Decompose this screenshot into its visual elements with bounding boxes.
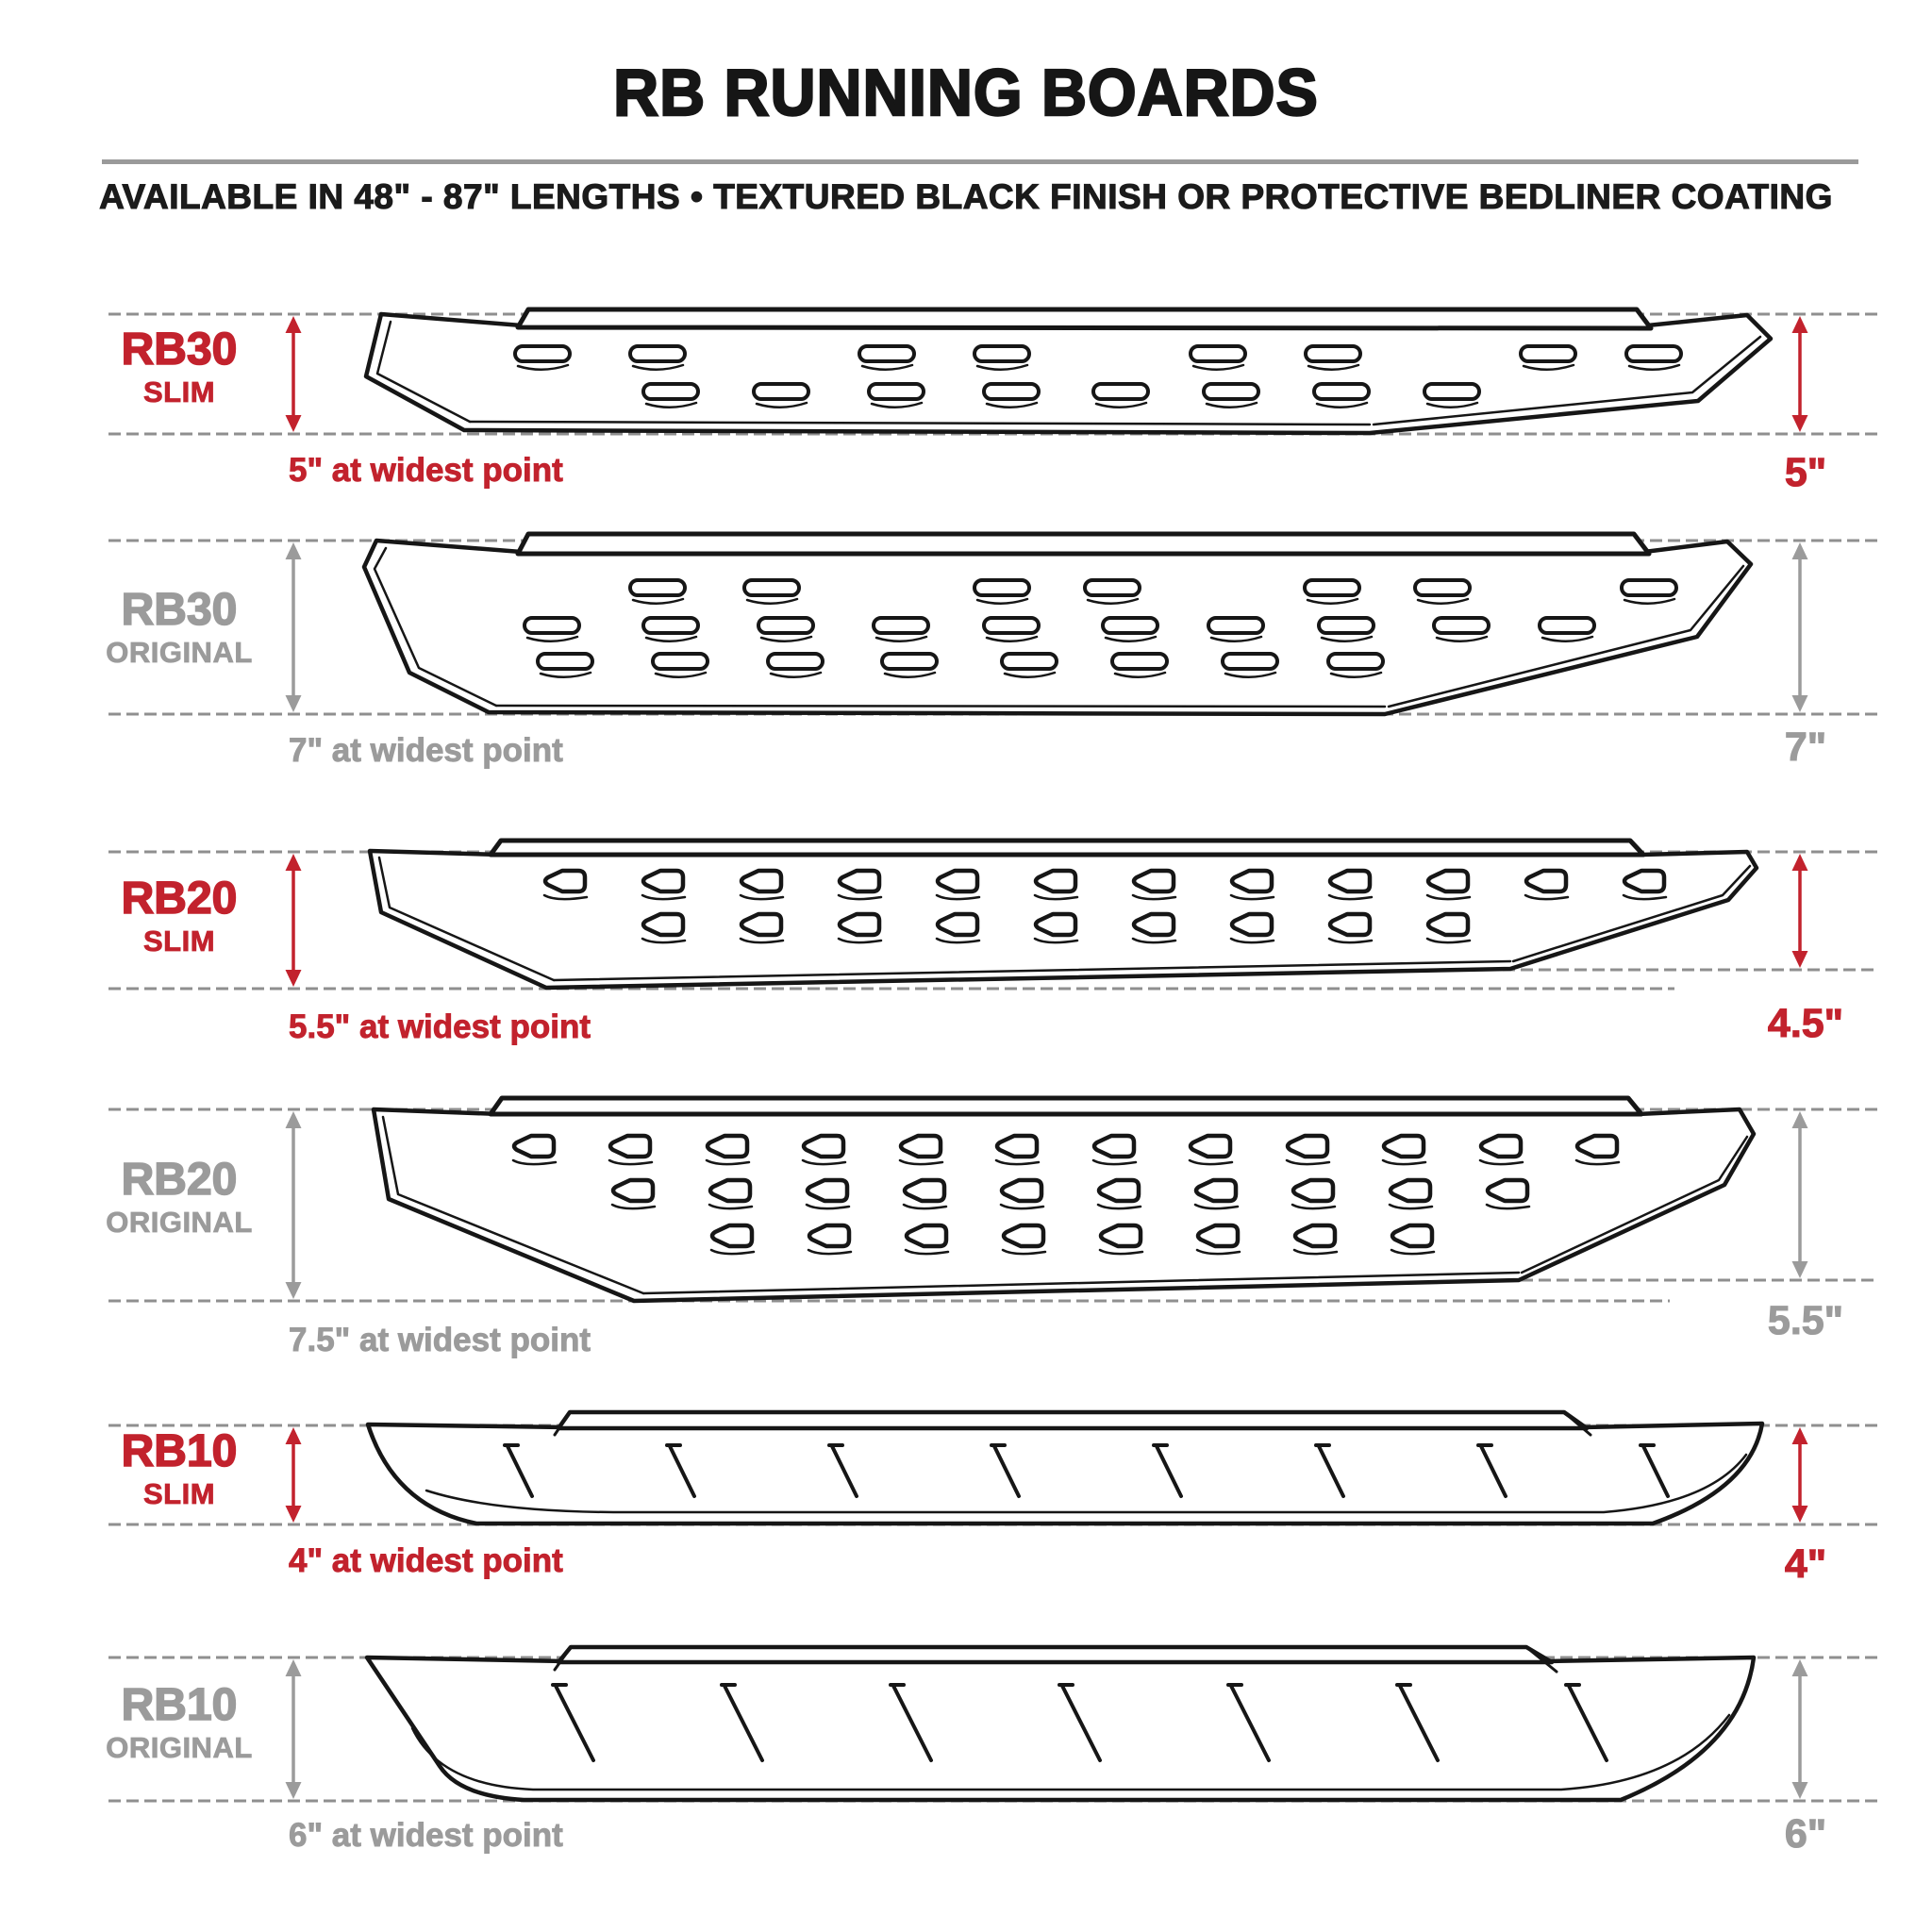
board-drawing-rb10-slim <box>365 1409 1765 1526</box>
variant-label: SLIM <box>142 924 216 958</box>
widest-point-label: 6" at widest point <box>289 1817 564 1854</box>
widest-point-label: 4" at widest point <box>289 1542 564 1579</box>
variant-label: SLIM <box>142 375 216 409</box>
board-drawing-rb30-slim <box>363 307 1774 436</box>
series-label: RB30 <box>121 585 238 635</box>
variant-label: ORIGINAL <box>106 1731 253 1765</box>
row-label-rb20-slim: RB20 SLIM <box>47 874 311 960</box>
row-label-rb10-slim: RB10 SLIM <box>47 1426 311 1513</box>
row-label-rb30-original: RB30 ORIGINAL <box>47 585 311 672</box>
widest-point-label: 7" at widest point <box>289 732 564 769</box>
end-height-label: 6" <box>1784 1811 1827 1857</box>
series-label: RB10 <box>121 1680 238 1730</box>
row-label-rb20-original: RB20 ORIGINAL <box>47 1155 311 1241</box>
variant-label: ORIGINAL <box>106 636 253 670</box>
board-drawing-rb30-original <box>361 531 1754 717</box>
board-drawing-rb20-original <box>371 1095 1757 1304</box>
end-height-label: 5" <box>1784 450 1827 495</box>
row-label-rb30-slim: RB30 SLIM <box>47 325 311 411</box>
dimension-arrows <box>285 316 1808 1799</box>
widest-point-label: 5.5" at widest point <box>289 1008 591 1045</box>
variant-label: SLIM <box>142 1477 216 1511</box>
widest-point-label: 7.5" at widest point <box>289 1322 591 1358</box>
page-title: RB RUNNING BOARDS <box>612 55 1319 130</box>
variant-label: ORIGINAL <box>106 1206 253 1240</box>
end-height-label: 4.5" <box>1767 1001 1844 1046</box>
series-label: RB30 <box>121 325 238 375</box>
row-label-rb10-original: RB10 ORIGINAL <box>47 1680 311 1767</box>
series-label: RB20 <box>121 874 238 924</box>
board-drawing-rb10-original <box>364 1644 1757 1803</box>
series-label: RB10 <box>121 1426 238 1476</box>
series-label: RB20 <box>121 1155 238 1205</box>
widest-point-label: 5" at widest point <box>289 452 564 489</box>
end-height-label: 7" <box>1784 724 1827 770</box>
board-drawing-rb20-slim <box>367 838 1759 991</box>
subtitle: AVAILABLE IN 48" - 87" LENGTHS • TEXTURE… <box>99 176 1833 216</box>
divider <box>102 159 1858 164</box>
end-height-label: 5.5" <box>1767 1298 1844 1343</box>
end-height-label: 4" <box>1784 1541 1827 1587</box>
